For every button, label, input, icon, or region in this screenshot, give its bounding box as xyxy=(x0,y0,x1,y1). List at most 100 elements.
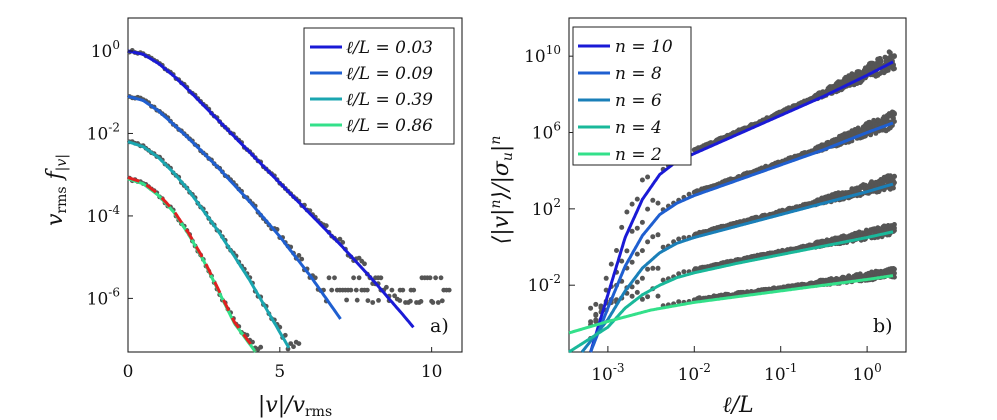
x-tick-label: 0 xyxy=(123,362,134,382)
panel-b-legend-box xyxy=(572,26,692,166)
series-line-4 xyxy=(568,274,894,335)
y-tick-label: 100 xyxy=(91,38,120,62)
panel-a-ticks: 0 5 10 100 10-2 10-4 10-6 xyxy=(87,38,443,382)
scatter-point xyxy=(348,287,354,293)
series-line-3 xyxy=(568,230,894,354)
scatter-point xyxy=(660,277,666,283)
legend-label: ℓ/L = 0.09 xyxy=(346,64,433,84)
y-tick-label: 10-4 xyxy=(87,203,121,227)
scatter-point xyxy=(329,287,335,293)
scatter-point xyxy=(655,265,661,271)
legend-label: ℓ/L = 0.86 xyxy=(346,116,433,136)
legend-label: ℓ/L = 0.39 xyxy=(346,90,433,110)
scatter-point xyxy=(639,177,645,183)
scatter-point xyxy=(364,287,370,293)
series-line-2 xyxy=(127,140,291,349)
scatter-point xyxy=(891,222,897,227)
scatter-point xyxy=(634,225,640,231)
scatter-point xyxy=(603,275,609,281)
scatter-point xyxy=(429,298,434,304)
scatter-point xyxy=(362,261,367,267)
scatter-point xyxy=(891,119,897,124)
y-tick-label: 102 xyxy=(532,196,561,220)
scatter-point xyxy=(397,298,403,303)
scatter-point xyxy=(645,206,651,212)
x-tick-label: 10-2 xyxy=(678,361,711,385)
scatter-point xyxy=(639,275,645,281)
scatter-point xyxy=(332,275,337,281)
scatter-point xyxy=(614,248,619,253)
scatter-point xyxy=(624,209,630,215)
scatter-point xyxy=(344,297,349,303)
y-tick-label: 10-2 xyxy=(87,120,120,144)
x-tick-label: 10-3 xyxy=(591,361,624,385)
y-tick-label: 1010 xyxy=(524,43,561,67)
panel-a-ylabel: vrms f|v| xyxy=(43,154,70,226)
scatter-point xyxy=(593,301,599,307)
panel-a-lines xyxy=(127,49,415,353)
panel-b-ylabel: ⟨|v|n⟩/|σu|n xyxy=(488,136,516,245)
scatter-point xyxy=(588,319,594,325)
scatter-point xyxy=(392,293,397,299)
x-tick-label: 10-1 xyxy=(764,361,797,385)
y-tick-label: 10-2 xyxy=(528,272,561,296)
scatter-point xyxy=(891,174,897,180)
scatter-point xyxy=(619,258,625,264)
scatter-point xyxy=(323,223,329,229)
panel-a-xlabel: |v|/vrms xyxy=(258,393,332,420)
scatter-point xyxy=(634,289,640,295)
panel-b-ticks: 10-3 10-2 10-1 100 1010 106 102 10-2 xyxy=(524,43,882,385)
scatter-point xyxy=(433,275,438,281)
scatter-point xyxy=(891,180,897,186)
scatter-point xyxy=(439,298,445,304)
scatter-point xyxy=(629,259,635,265)
scatter-point xyxy=(408,298,413,304)
panel-a: 0 5 10 100 10-2 10-4 10-6 a) |v|/vrms vrms f|v… xyxy=(43,17,463,420)
gaussian-fit-line xyxy=(127,176,257,352)
scatter-point xyxy=(624,248,630,254)
scatter-point xyxy=(650,265,656,271)
panel-b-legend: n = 10 n = 8 n = 6 n = 4 n = 2 xyxy=(572,26,692,166)
legend-label: n = 4 xyxy=(615,118,662,138)
legend-label: n = 2 xyxy=(615,145,662,165)
scatter-point xyxy=(588,305,594,311)
scatter-point xyxy=(326,275,332,281)
scatter-point xyxy=(639,219,645,225)
scatter-point xyxy=(619,224,625,230)
scatter-point xyxy=(629,201,635,207)
scatter-point xyxy=(370,300,376,305)
scatter-point xyxy=(375,275,381,281)
scatter-point xyxy=(645,294,651,300)
series-line-0 xyxy=(127,49,415,329)
scatter-point xyxy=(411,287,417,293)
scatter-point xyxy=(634,196,640,202)
scatter-point xyxy=(891,266,897,272)
panel-b: 10-3 10-2 10-1 100 1010 106 102 10-2 b) ℓ/L ⟨|v… xyxy=(488,17,907,418)
legend-label: n = 10 xyxy=(615,37,673,57)
scatter-point xyxy=(629,228,635,234)
scatter-point xyxy=(655,200,661,206)
scatter-point xyxy=(365,298,371,303)
scatter-point xyxy=(878,59,884,65)
scatter-point xyxy=(593,317,599,323)
x-tick-label: 10 xyxy=(421,362,443,382)
scatter-point xyxy=(356,275,362,281)
legend-label: n = 6 xyxy=(615,91,662,111)
scatter-point xyxy=(639,296,645,302)
scatter-point xyxy=(258,344,264,350)
scatter-point xyxy=(296,253,302,258)
scatter-point xyxy=(400,287,406,293)
legend-label: ℓ/L = 0.03 xyxy=(346,38,433,58)
scatter-point xyxy=(353,287,359,293)
scatter-point xyxy=(891,53,897,59)
scatter-point xyxy=(389,287,395,293)
scatter-point xyxy=(299,256,305,262)
y-tick-label: 106 xyxy=(532,120,561,144)
scatter-point xyxy=(676,236,682,242)
scatter-point xyxy=(681,269,687,275)
scatter-point xyxy=(634,251,640,257)
scatter-point xyxy=(608,261,614,267)
panel-b-lines xyxy=(568,60,894,354)
series-line-2 xyxy=(580,182,894,353)
scatter-point xyxy=(676,271,682,277)
